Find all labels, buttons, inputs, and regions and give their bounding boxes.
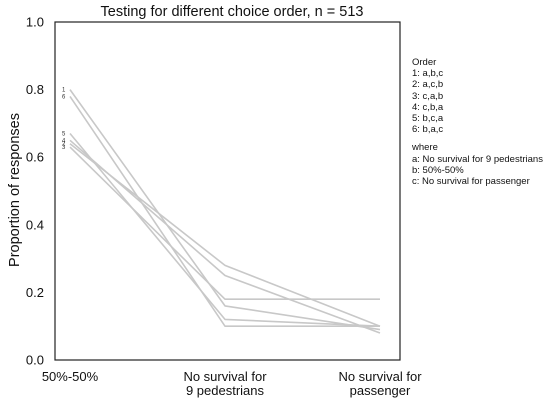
series-line-1: [69, 89, 381, 331]
series-line-3: [69, 146, 380, 301]
plot-area: 0.0 0.2 0.4 0.6 0.8 1.0 50%-50% No survival for…: [26, 15, 422, 399]
x-tick-label: passenger: [350, 383, 411, 398]
y-tick-label: 0.4: [26, 217, 44, 232]
y-tick-label: 0.6: [26, 150, 44, 165]
legend-order-item: 1: a,b,c: [412, 68, 444, 80]
y-tick-label: 0.0: [26, 353, 44, 368]
series-line-2: [69, 143, 381, 327]
legend-order-heading: Order: [412, 57, 437, 68]
series-line-6: [69, 95, 380, 328]
legend-order-item: 3: c,a,b: [412, 90, 444, 102]
series-line-5: [69, 132, 381, 327]
plot-frame: [54, 21, 401, 361]
y-tick-label: 1.0: [26, 15, 44, 30]
series-label-3: 3: [62, 145, 66, 151]
legend-order-item: 4: c,b,a: [412, 101, 444, 113]
x-tick-label: No survival for: [183, 369, 267, 384]
legend-order-item: 6: b,a,c: [412, 124, 444, 136]
legend-where-item: b: 50%-50%: [412, 164, 464, 176]
x-tick-label: No survival for: [338, 369, 422, 384]
chart-title: Testing for different choice order, n = …: [101, 4, 364, 20]
series-line-4: [69, 139, 381, 334]
y-axis-label: Proportion of responses: [7, 113, 23, 267]
y-tick-label: 0.2: [26, 285, 44, 300]
legend-where-item: a: No survival for 9 pedestrians: [412, 153, 543, 165]
x-tick-label: 9 pedestrians: [186, 383, 265, 398]
legend-order-item: 2: a,c,b: [412, 79, 444, 91]
series-label-6: 6: [62, 94, 66, 100]
series-label-2: 2: [62, 142, 66, 148]
series-label-4: 4: [62, 138, 66, 144]
legend-panel: Order 1: a,b,c 2: a,c,b 3: c,a,b 4: c,b,…: [412, 57, 543, 187]
legend-order-item: 5: b,c,a: [412, 113, 444, 125]
x-tick-label: 50%-50%: [42, 369, 99, 384]
legend-where-heading: where: [412, 142, 438, 154]
y-tick-label: 0.8: [26, 82, 44, 97]
series-label-1: 1: [62, 88, 66, 94]
legend-where-item: c: No survival for passenger: [412, 176, 530, 188]
series-label-5: 5: [62, 132, 66, 138]
